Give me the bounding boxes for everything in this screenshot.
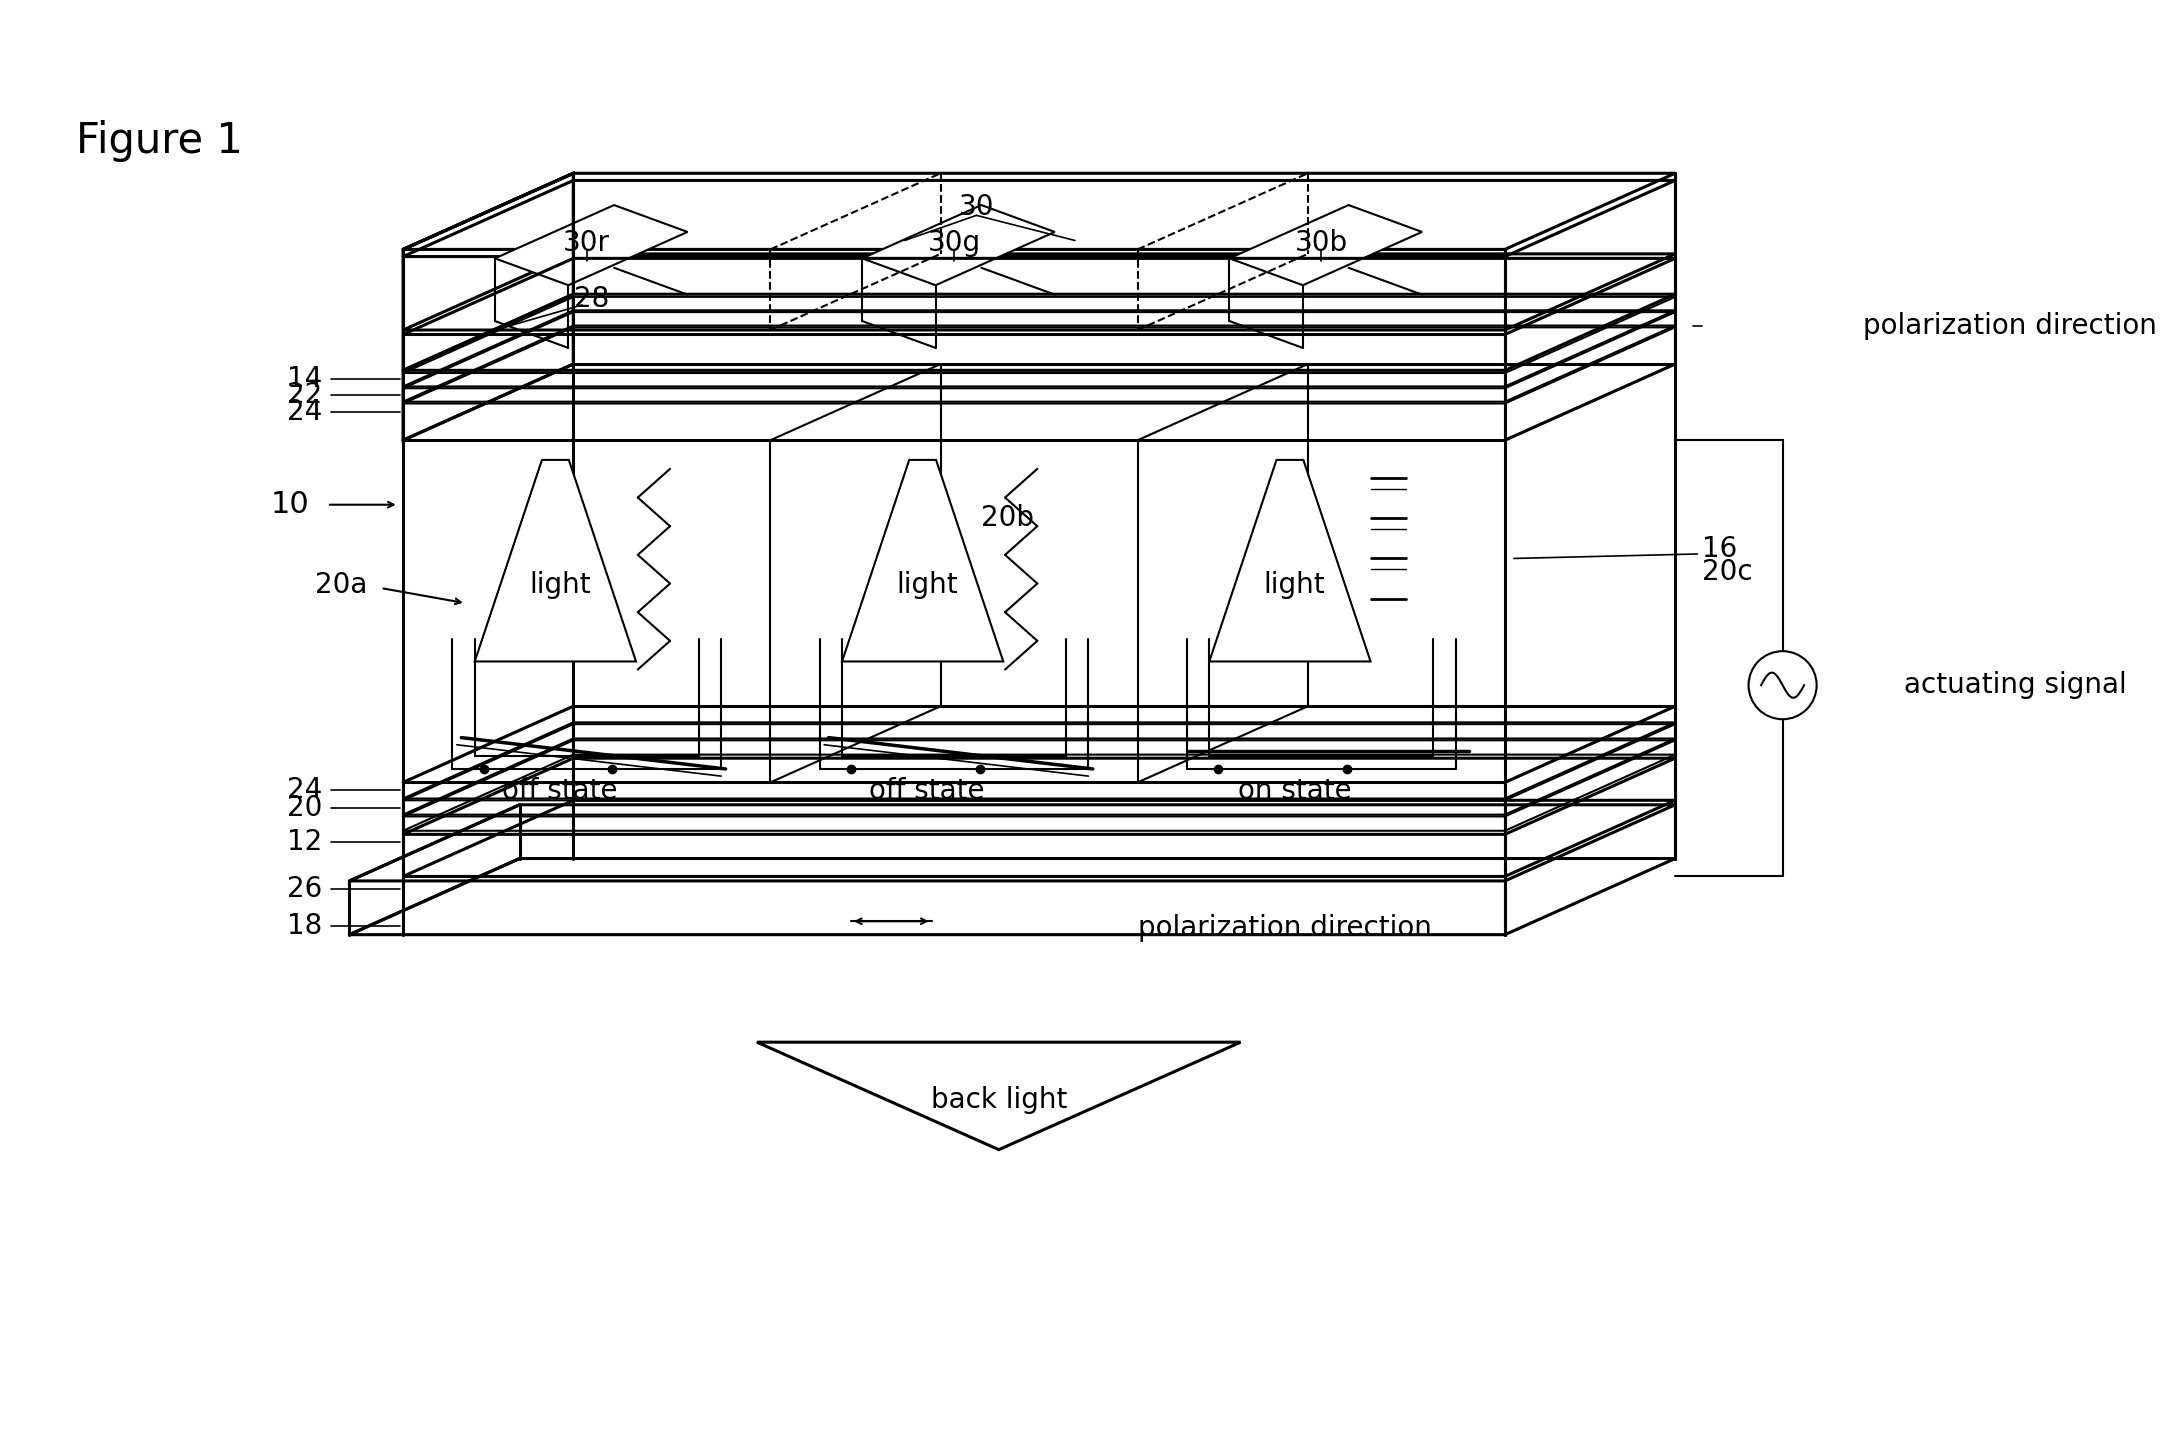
Text: on state: on state: [1237, 777, 1351, 806]
Text: 30r: 30r: [564, 229, 610, 257]
Text: 20: 20: [288, 794, 322, 822]
Polygon shape: [1230, 205, 1423, 285]
Text: 20a: 20a: [316, 571, 368, 599]
Text: 16: 16: [1701, 535, 1738, 564]
Text: back light: back light: [930, 1087, 1068, 1114]
Text: 28: 28: [573, 285, 610, 313]
Text: 10: 10: [270, 490, 309, 519]
Text: Figure 1: Figure 1: [76, 119, 242, 162]
Text: 18: 18: [288, 912, 322, 939]
Text: off state: off state: [502, 777, 618, 806]
Text: polarization direction: polarization direction: [1864, 311, 2158, 340]
Text: 26: 26: [288, 875, 322, 903]
Polygon shape: [863, 205, 1055, 285]
Text: 30b: 30b: [1295, 229, 1347, 257]
Text: 12: 12: [288, 829, 322, 856]
Text: light: light: [897, 571, 958, 599]
Text: 30g: 30g: [927, 229, 982, 257]
Text: 30: 30: [958, 194, 995, 221]
Text: light: light: [530, 571, 590, 599]
Text: 20b: 20b: [982, 505, 1033, 532]
Polygon shape: [1209, 460, 1371, 661]
Polygon shape: [495, 205, 688, 285]
Text: 24: 24: [288, 776, 322, 804]
Text: 24: 24: [288, 399, 322, 426]
Text: off state: off state: [869, 777, 986, 806]
Polygon shape: [476, 460, 636, 661]
Text: light: light: [1263, 571, 1325, 599]
Text: 14: 14: [288, 366, 322, 393]
Text: actuating signal: actuating signal: [1903, 671, 2125, 700]
Text: polarization direction: polarization direction: [1137, 915, 1431, 942]
Polygon shape: [841, 460, 1003, 661]
Text: 20c: 20c: [1701, 558, 1753, 587]
Text: 22: 22: [288, 380, 322, 409]
